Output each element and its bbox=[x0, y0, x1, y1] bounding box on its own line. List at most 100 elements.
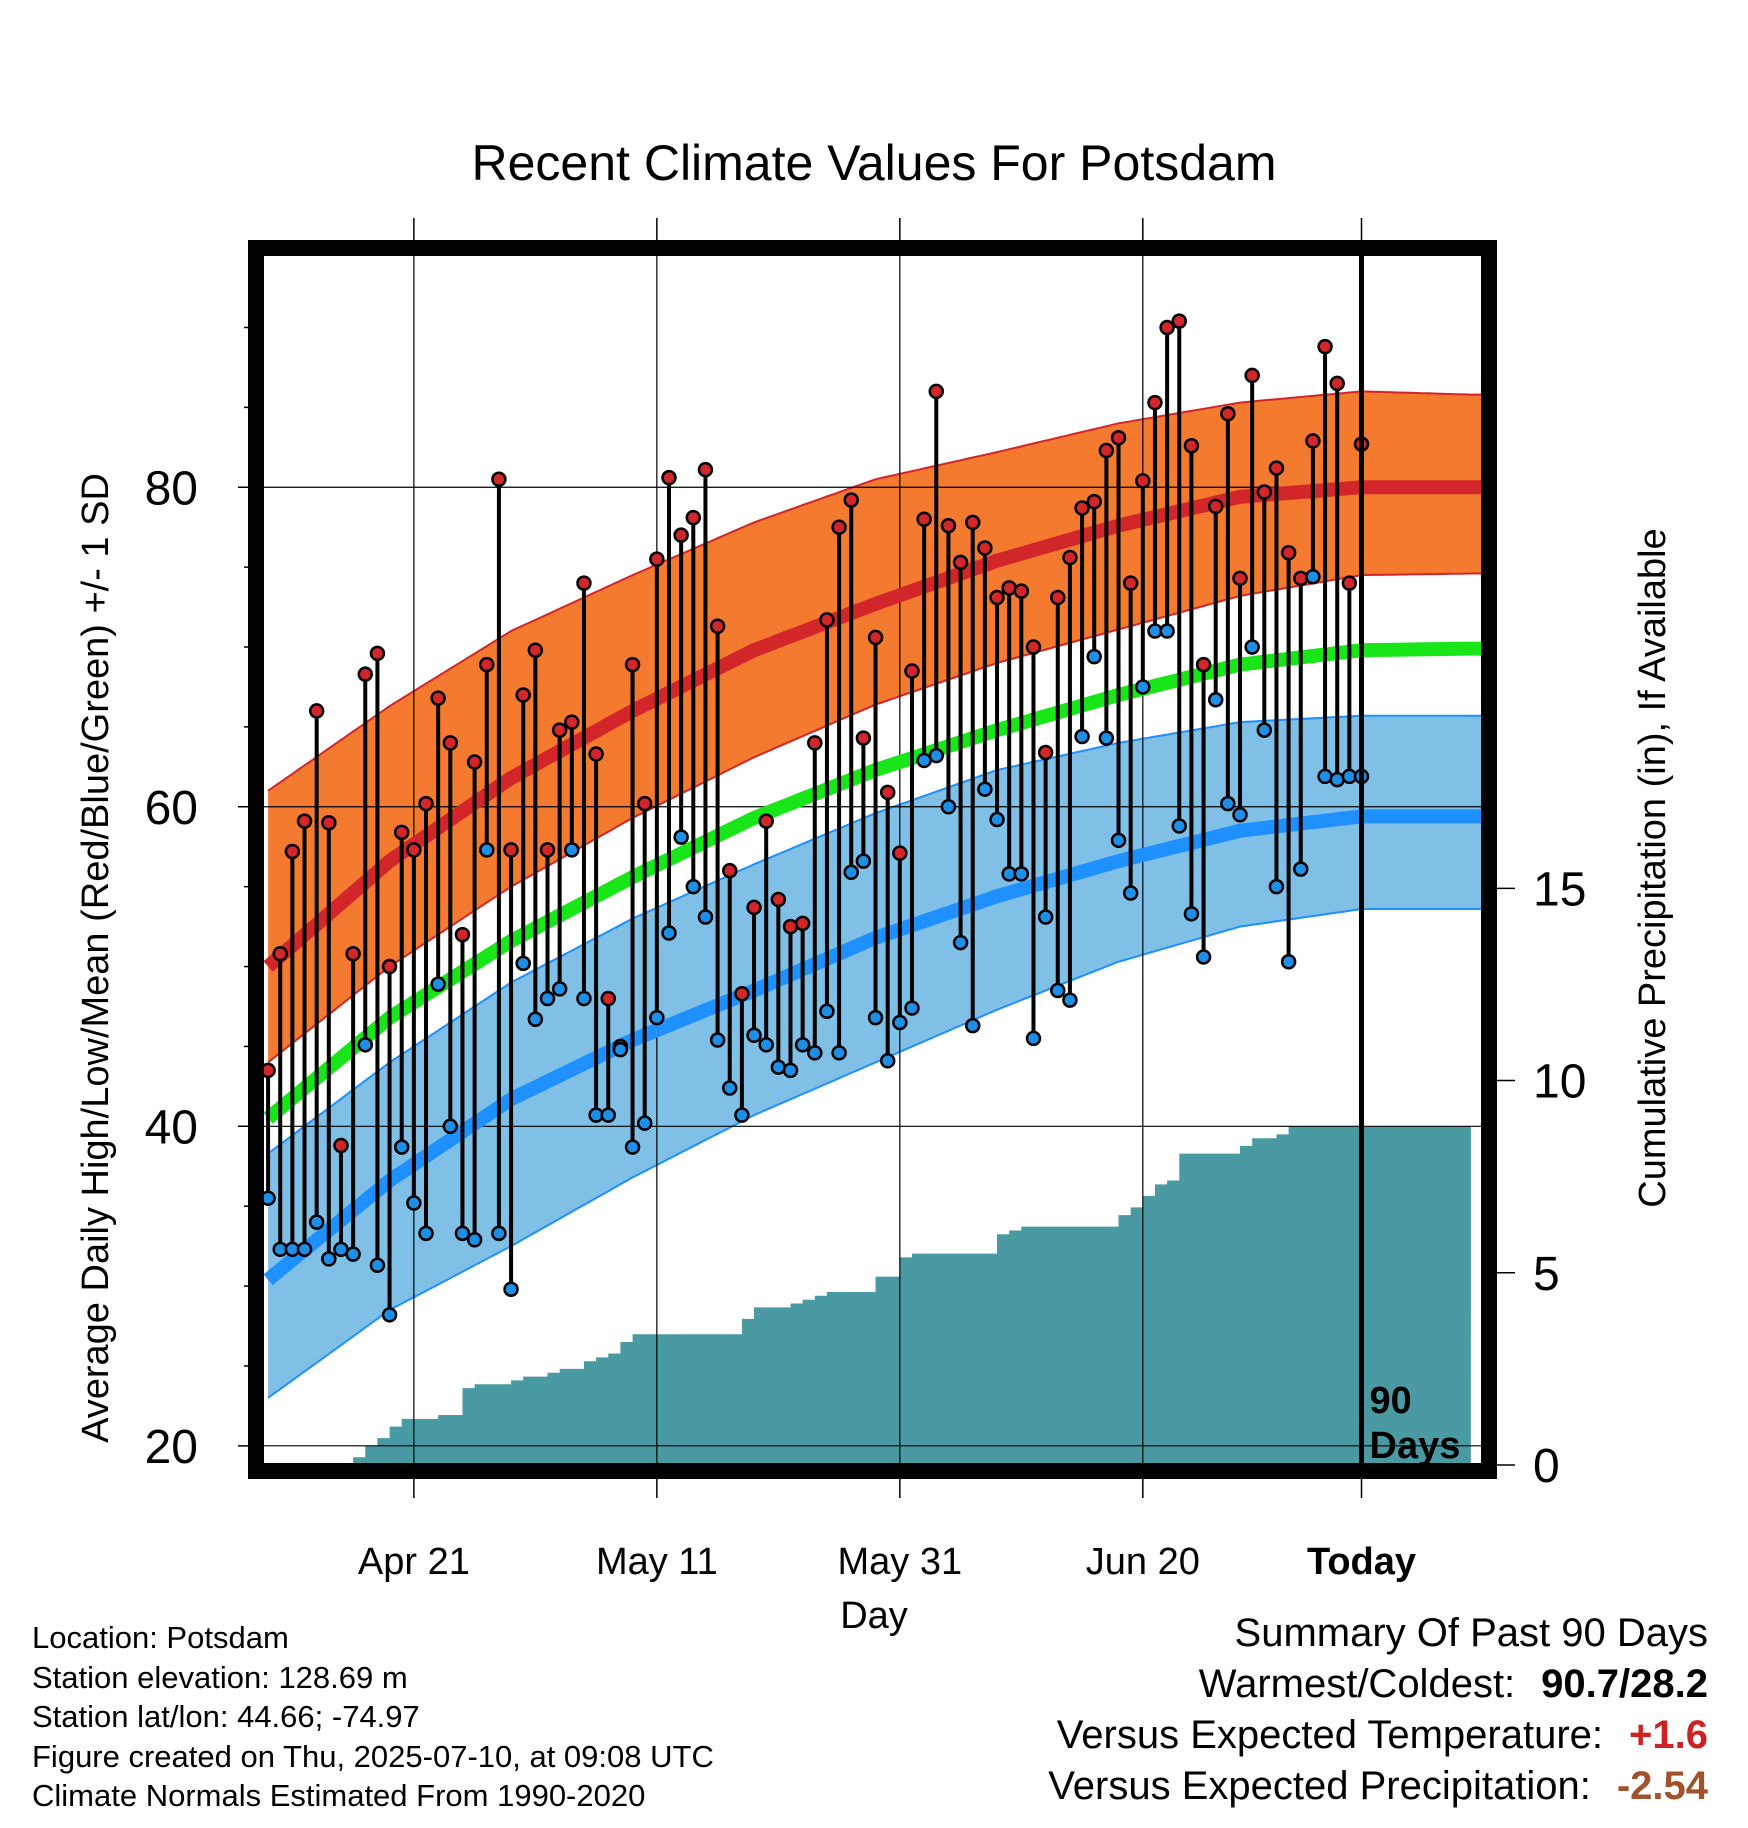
daily-low-point bbox=[746, 1027, 762, 1043]
daily-low-point bbox=[564, 842, 580, 858]
daily-low-point bbox=[1050, 982, 1066, 999]
daily-high-point bbox=[1062, 549, 1078, 566]
daily-high-point bbox=[928, 383, 945, 400]
daily-low-point bbox=[1183, 906, 1200, 922]
daily-low-point bbox=[308, 1214, 325, 1230]
daily-high-point bbox=[892, 845, 908, 861]
daily-low-point bbox=[1062, 992, 1078, 1008]
daily-low-point bbox=[1025, 1030, 1042, 1047]
daily-low-point bbox=[819, 1003, 835, 1020]
daily-low-point bbox=[721, 1080, 738, 1096]
daily-low-point bbox=[1110, 832, 1127, 849]
daily-high-point bbox=[843, 492, 859, 508]
warm-cold-label: Warmest/Coldest: bbox=[1198, 1662, 1516, 1706]
daily-low-point bbox=[1013, 866, 1030, 882]
daily-high-point bbox=[1110, 429, 1127, 446]
daily-low-point bbox=[1244, 639, 1260, 655]
daily-low-point bbox=[1293, 861, 1309, 877]
daily-high-point bbox=[381, 958, 398, 975]
daily-low-point bbox=[576, 990, 592, 1007]
daily-low-point bbox=[673, 829, 689, 845]
precip-label: Versus Expected Precipitation: bbox=[1048, 1764, 1591, 1808]
daily-low-point bbox=[1122, 885, 1139, 901]
daily-high-point bbox=[685, 509, 702, 526]
daily-low-point bbox=[734, 1107, 750, 1123]
precip-row: Versus Expected Precipitation: -2.54 bbox=[1048, 1761, 1708, 1812]
daily-low-point bbox=[454, 1225, 471, 1242]
summary-panel: Summary Of Past 90 Days Warmest/Coldest:… bbox=[1048, 1608, 1708, 1812]
daily-high-point bbox=[369, 645, 386, 662]
daily-low-point bbox=[1098, 730, 1115, 746]
daily-low-point bbox=[697, 909, 714, 925]
daily-low-point bbox=[636, 1115, 653, 1131]
daily-low-point bbox=[442, 1118, 459, 1135]
daily-high-point bbox=[430, 690, 446, 706]
daily-high-point bbox=[989, 589, 1005, 606]
daily-low-point bbox=[1256, 722, 1273, 738]
daily-low-point bbox=[709, 1032, 726, 1048]
daily-high-point bbox=[649, 551, 665, 567]
daily-high-point bbox=[709, 618, 726, 634]
daily-high-point bbox=[1171, 313, 1188, 329]
daily-high-point bbox=[867, 629, 884, 646]
daily-high-point bbox=[1147, 394, 1163, 411]
daily-high-point bbox=[977, 540, 993, 556]
daily-low-point bbox=[1086, 648, 1102, 665]
daily-high-point bbox=[721, 862, 738, 879]
daily-high-point bbox=[539, 842, 556, 858]
daily-high-point bbox=[1207, 498, 1224, 515]
daily-high-point bbox=[527, 642, 544, 658]
created-text: Figure created on Thu, 2025-07-10, at 09… bbox=[32, 1738, 714, 1774]
daily-low-point bbox=[551, 981, 568, 997]
daily-high-point bbox=[479, 656, 495, 673]
daily-low-point bbox=[892, 1014, 908, 1031]
y2-tick-label: 15 bbox=[1533, 863, 1586, 916]
daily-low-point bbox=[989, 811, 1005, 828]
daily-high-point bbox=[418, 795, 434, 812]
daily-low-point bbox=[262, 1190, 276, 1206]
high-normal-line bbox=[263, 480, 1483, 972]
daily-high-point bbox=[345, 946, 361, 962]
daily-high-point bbox=[1293, 570, 1309, 587]
daily-high-point bbox=[308, 703, 325, 719]
daily-high-point bbox=[673, 527, 689, 543]
daily-high-point bbox=[879, 784, 896, 801]
daily-low-point bbox=[1037, 909, 1054, 925]
daily-high-point bbox=[855, 730, 872, 746]
daily-low-point bbox=[1280, 953, 1297, 970]
daily-low-point bbox=[430, 976, 446, 992]
daily-low-point bbox=[904, 1000, 920, 1016]
daily-high-point bbox=[807, 735, 823, 751]
daily-low-point bbox=[624, 1139, 641, 1155]
daily-high-point bbox=[1135, 473, 1151, 489]
daily-low-point bbox=[1195, 949, 1212, 965]
daily-low-point bbox=[1232, 807, 1248, 823]
daily-low-point bbox=[952, 934, 969, 951]
daily-high-point bbox=[564, 714, 580, 730]
warm-cold-row: Warmest/Coldest: 90.7/28.2 bbox=[1048, 1659, 1708, 1710]
x-tick-label: Today bbox=[1307, 1541, 1416, 1583]
daily-high-point bbox=[940, 517, 957, 534]
daily-high-point bbox=[284, 843, 301, 860]
temp-label: Versus Expected Temperature: bbox=[1056, 1713, 1604, 1757]
daily-high-point bbox=[1025, 639, 1042, 655]
daily-low-point bbox=[515, 955, 531, 972]
y2-tick-label: 0 bbox=[1533, 1440, 1560, 1493]
chart-title: Recent Climate Values For Potsdam bbox=[472, 135, 1277, 191]
today-annotation-label: Days bbox=[1370, 1425, 1461, 1467]
daily-high-point bbox=[734, 985, 750, 1002]
daily-low-point bbox=[794, 1037, 811, 1053]
daily-high-point bbox=[503, 842, 519, 858]
daily-low-point bbox=[321, 1251, 337, 1267]
precip-area bbox=[268, 1126, 1471, 1465]
daily-low-point bbox=[345, 1246, 361, 1262]
daily-low-point bbox=[964, 1017, 981, 1034]
daily-high-point bbox=[1220, 406, 1236, 422]
daily-high-point bbox=[393, 824, 410, 841]
daily-high-point bbox=[1232, 570, 1248, 587]
temp-value: +1.6 bbox=[1629, 1713, 1708, 1757]
x-tick-label: Apr 21 bbox=[358, 1541, 470, 1583]
x-tick-label: May 31 bbox=[838, 1541, 963, 1583]
